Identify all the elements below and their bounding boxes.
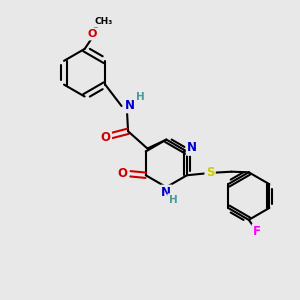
Text: F: F — [253, 225, 261, 238]
Text: O: O — [100, 131, 110, 144]
Text: O: O — [118, 167, 128, 180]
Text: N: N — [125, 99, 135, 112]
Text: N: N — [187, 141, 197, 154]
Text: S: S — [206, 167, 214, 179]
Text: N: N — [161, 186, 171, 199]
Text: H: H — [169, 195, 177, 205]
Text: O: O — [87, 29, 97, 39]
Text: CH₃: CH₃ — [94, 17, 112, 26]
Text: H: H — [136, 92, 144, 101]
